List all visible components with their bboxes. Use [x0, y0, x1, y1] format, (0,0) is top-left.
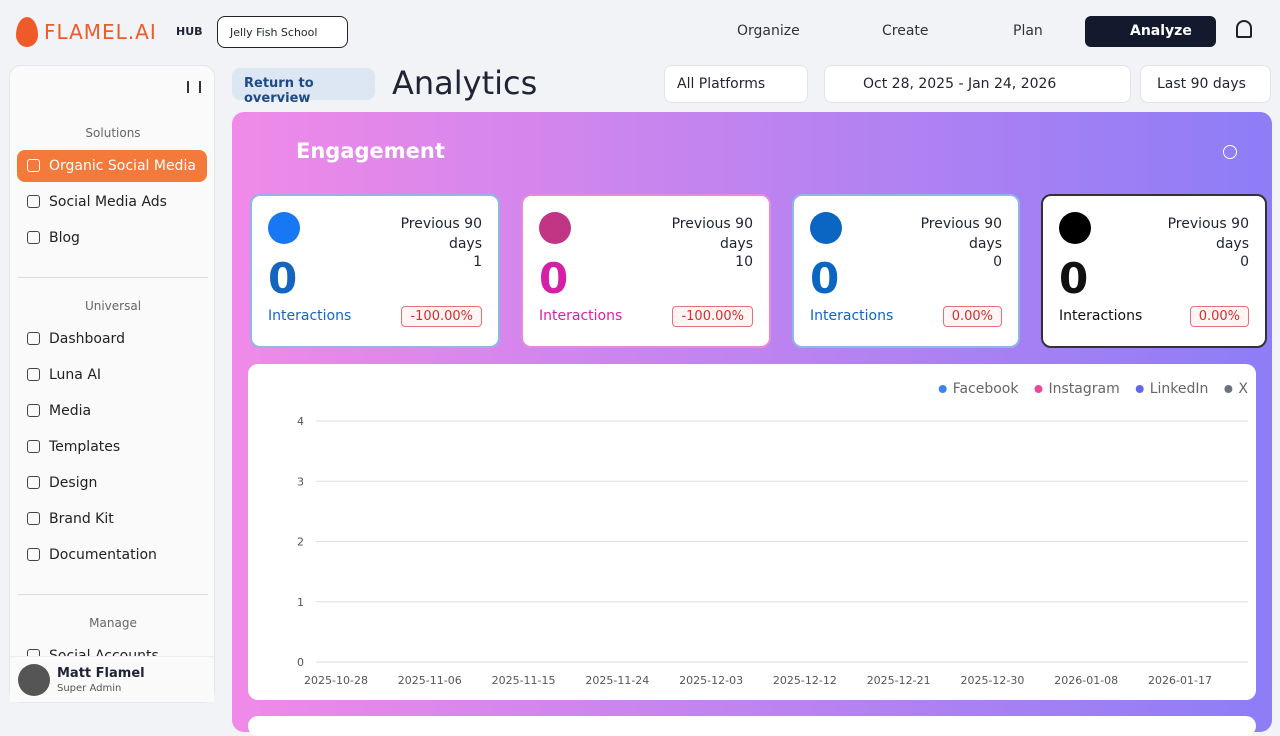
- count: 0: [539, 254, 569, 303]
- platform-icon: [539, 212, 571, 244]
- nav-item[interactable]: Documentation: [17, 539, 207, 571]
- change: -100.00%: [672, 306, 753, 327]
- logo: FLAMEL.AI: [44, 20, 157, 44]
- nav-plan[interactable]: Plan: [1013, 23, 1043, 39]
- platform-icon: [268, 212, 300, 244]
- legend-label: Instagram: [1048, 381, 1119, 397]
- user-name: Matt Flamel: [57, 666, 145, 681]
- page-title: Analytics: [392, 64, 538, 102]
- back-button[interactable]: Return to overview: [232, 68, 375, 106]
- x-tick-label: 2025-11-06: [398, 674, 462, 687]
- x-tick-label: 2025-10-28: [304, 674, 368, 687]
- info-icon[interactable]: [1223, 145, 1237, 159]
- x-tick-label: 2026-01-08: [1054, 674, 1118, 687]
- x-tick-label: 2025-12-12: [773, 674, 837, 687]
- x-tick-label: 2025-12-21: [867, 674, 931, 687]
- legend-swatch: [1224, 385, 1233, 393]
- previous-label: Previous 90 days: [671, 216, 753, 252]
- x-tick-label: 2025-12-30: [960, 674, 1024, 687]
- user-role: Super Admin: [57, 683, 122, 694]
- nav-item[interactable]: Luna AI: [17, 359, 207, 391]
- nav-organize[interactable]: Organize: [737, 23, 800, 39]
- legend-swatch: [1135, 385, 1144, 393]
- platform-icon: [1059, 212, 1091, 244]
- section-title: Manage: [89, 616, 137, 630]
- legend-swatch: [938, 385, 947, 393]
- count: 0: [1059, 254, 1089, 303]
- workspace: Jelly Fish School: [230, 25, 318, 39]
- previous-value: 1: [473, 254, 482, 270]
- x-tick-label: 2025-11-24: [585, 674, 649, 687]
- previous-value: 0: [1240, 254, 1249, 270]
- sidebar: Solutions Organic Social Media Social Medi…: [9, 65, 215, 703]
- y-tick-label: 4: [297, 415, 304, 428]
- chart-card: [248, 364, 1256, 700]
- change: 0.00%: [942, 306, 1002, 327]
- avatar: [18, 664, 50, 696]
- nav-item[interactable]: Social Media Ads: [17, 186, 207, 218]
- count: 0: [810, 254, 840, 303]
- nav-item[interactable]: Media: [17, 395, 207, 427]
- nav-analyze-bg[interactable]: [1085, 16, 1216, 47]
- previous-label: Previous 90 days: [400, 216, 482, 252]
- count-label: Interactions: [810, 308, 894, 324]
- count: 0: [268, 254, 298, 303]
- previous-label: Previous 90 days: [920, 216, 1002, 252]
- platform-select[interactable]: All Platforms: [664, 65, 808, 103]
- legend-label: LinkedIn: [1150, 381, 1209, 397]
- platform-card: Previous 90 days 1 0 Interactions -100.00%: [250, 194, 500, 348]
- nav-item[interactable]: Brand Kit: [17, 503, 207, 535]
- section-title: Solutions: [85, 126, 141, 140]
- legend-label: X: [1238, 381, 1248, 397]
- y-tick-label: 3: [297, 475, 304, 488]
- change: -100.00%: [401, 306, 482, 327]
- y-tick-label: 1: [297, 596, 304, 609]
- workspace-select[interactable]: Jelly Fish School: [217, 16, 348, 48]
- x-tick-label: 2025-12-03: [679, 674, 743, 687]
- nav-item[interactable]: Blog: [17, 222, 207, 254]
- x-tick-label: 2026-01-17: [1148, 674, 1212, 687]
- platform: All Platforms: [677, 76, 766, 92]
- platform-card: Previous 90 days 0 0 Interactions 0.00%: [792, 194, 1020, 348]
- platform-card: Previous 90 days 0 0 Interactions 0.00%: [1041, 194, 1267, 348]
- previous-value: 0: [993, 254, 1002, 270]
- nav-item[interactable]: Templates: [17, 431, 207, 463]
- section-title: Universal: [84, 299, 142, 313]
- divider: [18, 594, 208, 595]
- hub: HUB: [176, 25, 203, 38]
- platform-card: Previous 90 days 10 0 Interactions -100.00%: [521, 194, 771, 348]
- engagement-title: Engagement: [296, 139, 445, 163]
- logo-icon: [16, 17, 38, 47]
- collapse-icon: [187, 81, 201, 93]
- next-card: [248, 716, 1256, 736]
- date-range-text: Oct 28, 2025 - Jan 24, 2026: [863, 76, 1057, 92]
- date-range[interactable]: Oct 28, 2025 - Jan 24, 2026: [824, 65, 1131, 103]
- legend-label: Facebook: [953, 381, 1020, 397]
- x-tick-label: 2025-11-15: [492, 674, 556, 687]
- nav-create[interactable]: Create: [882, 23, 929, 39]
- nav-item[interactable]: Design: [17, 467, 207, 499]
- change: 0.00%: [1189, 306, 1249, 327]
- period: Last 90 days: [1157, 76, 1246, 92]
- period-select[interactable]: Last 90 days: [1140, 65, 1271, 103]
- nav-item[interactable]: Dashboard: [17, 323, 207, 355]
- nav-item[interactable]: Organic Social Media: [17, 150, 207, 182]
- chart: 0 1 2 3 4 2025-10-28 2025-11-06 2025-11-15 2025-…: [297, 381, 1248, 687]
- previous-value: 10: [735, 254, 753, 270]
- count-label: Interactions: [539, 308, 623, 324]
- y-tick-label: 0: [297, 656, 304, 669]
- count-label: Interactions: [1059, 308, 1143, 324]
- platform-icon: [810, 212, 842, 244]
- y-tick-label: 2: [297, 536, 304, 549]
- bell[interactable]: [1236, 20, 1252, 38]
- previous-label: Previous 90 days: [1167, 216, 1249, 252]
- nav-analyze[interactable]: Analyze: [1130, 23, 1192, 39]
- legend-swatch: [1034, 385, 1043, 393]
- count-label: Interactions: [268, 308, 352, 324]
- divider: [18, 277, 208, 278]
- page: FLAMEL.AI HUB Jelly Fish School Organize…: [9, 16, 1272, 736]
